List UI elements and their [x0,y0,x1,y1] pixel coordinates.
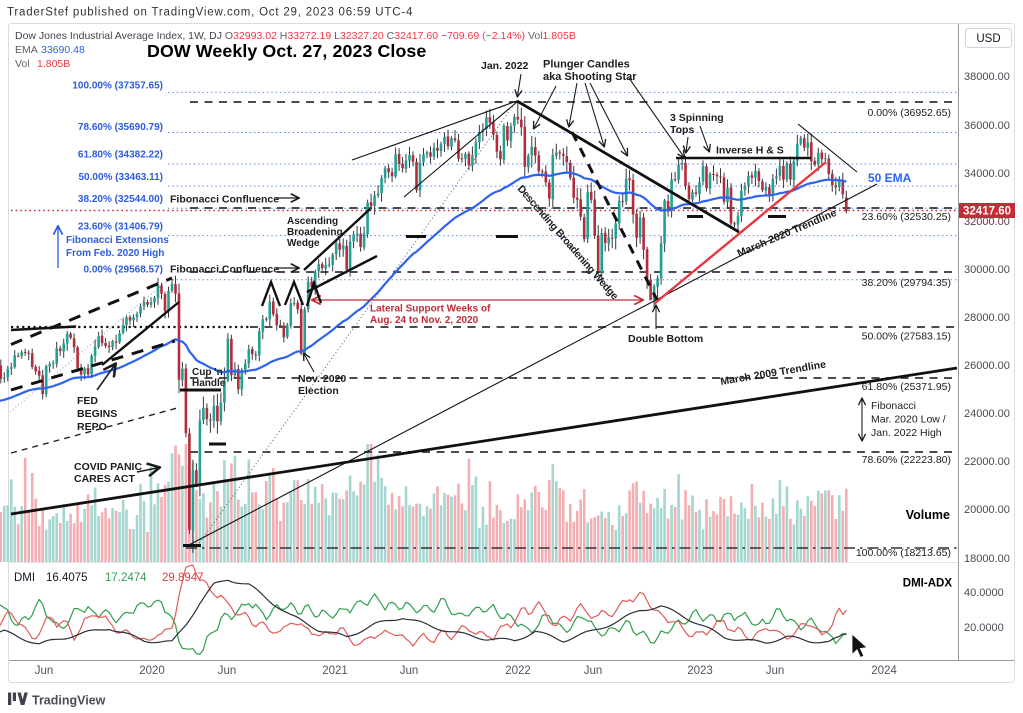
svg-text:Broadening: Broadening [287,227,343,238]
svg-text:Double Bottom: Double Bottom [628,333,703,345]
svg-text:26000.00: 26000.00 [964,360,1010,372]
svg-text:18000.00: 18000.00 [964,553,1010,565]
svg-text:61.80% (25371.95): 61.80% (25371.95) [862,381,951,393]
svg-text:Inverse H & S: Inverse H & S [716,145,784,157]
svg-text:TradingView: TradingView [32,694,106,708]
svg-text:Jun: Jun [584,665,603,677]
svg-text:Jun: Jun [766,665,785,677]
svg-text:2020: 2020 [139,665,165,677]
svg-text:34000.00: 34000.00 [964,168,1010,180]
svg-text:Handle: Handle [192,378,226,389]
svg-text:Lateral Support Weeks of: Lateral Support Weeks of [370,304,491,315]
svg-text:2021: 2021 [322,665,348,677]
svg-text:DOW Weekly Oct. 27, 2023 Close: DOW Weekly Oct. 27, 2023 Close [147,41,426,61]
svg-text:Fibonacci Extensions: Fibonacci Extensions [66,235,169,246]
svg-text:CARES ACT: CARES ACT [74,473,135,485]
svg-text:Volume: Volume [906,508,950,522]
svg-text:32000.00: 32000.00 [964,216,1010,228]
svg-text:78.60% (22223.80): 78.60% (22223.80) [862,454,951,466]
svg-text:USD: USD [976,33,1000,45]
svg-text:From Feb. 2020 High: From Feb. 2020 High [66,248,164,259]
svg-text:2022: 2022 [505,665,531,677]
svg-text:BEGINS: BEGINS [77,408,117,420]
svg-text:EMA 33690.48: EMA 33690.48 [15,44,85,56]
svg-text:Aug. 24 to Nov. 2, 2020: Aug. 24 to Nov. 2, 2020 [370,315,479,326]
svg-text:Jan. 2022: Jan. 2022 [481,60,528,72]
svg-text:Dow Jones Industrial Average I: Dow Jones Industrial Average Index, 1W, … [15,30,576,42]
svg-text:40.0000: 40.0000 [964,587,1004,599]
svg-text:50.00% (27583.15): 50.00% (27583.15) [862,331,951,343]
svg-text:Wedge: Wedge [287,238,320,249]
svg-text:20000.00: 20000.00 [964,504,1010,516]
svg-text:36000.00: 36000.00 [964,120,1010,132]
svg-text:0.00% (36952.65): 0.00% (36952.65) [868,107,951,119]
svg-text:50.00% (33463.11): 50.00% (33463.11) [78,172,163,183]
svg-text:100.00% (18213.65): 100.00% (18213.65) [856,547,951,559]
svg-text:Nov. 2020: Nov. 2020 [298,373,346,385]
svg-text:20.0000: 20.0000 [964,622,1004,634]
svg-text:28000.00: 28000.00 [964,312,1010,324]
svg-text:22000.00: 22000.00 [964,456,1010,468]
svg-text:REPO: REPO [77,421,107,433]
svg-text:23.60% (32530.25): 23.60% (32530.25) [862,211,951,223]
svg-text:23.60% (31406.79): 23.60% (31406.79) [78,222,163,233]
svg-text:3 Spinning: 3 Spinning [670,112,724,124]
svg-text:30000.00: 30000.00 [964,264,1010,276]
svg-text:Jun: Jun [35,665,54,677]
svg-text:38.20% (32544.00): 38.20% (32544.00) [78,194,163,205]
svg-text:78.60% (35690.79): 78.60% (35690.79) [78,122,163,133]
svg-text:32417.60: 32417.60 [963,206,1011,218]
svg-text:Plunger Candles: Plunger Candles [543,59,630,71]
svg-text:38000.00: 38000.00 [964,71,1010,83]
svg-text:24000.00: 24000.00 [964,408,1010,420]
svg-text:29.8947: 29.8947 [162,572,204,584]
svg-text:2024: 2024 [871,665,897,677]
svg-text:Election: Election [298,385,339,397]
svg-text:0.00% (29568.57): 0.00% (29568.57) [83,265,163,276]
svg-text:38.20% (29794.35): 38.20% (29794.35) [862,277,951,289]
svg-text:16.4075: 16.4075 [46,572,88,584]
svg-text:Cup 'n: Cup 'n [192,367,223,378]
svg-text:FED: FED [77,395,98,407]
svg-text:100.00% (37357.65): 100.00% (37357.65) [72,81,163,92]
svg-text:Jan. 2022 High: Jan. 2022 High [871,427,942,439]
svg-text:Fibonacci: Fibonacci [871,400,916,412]
svg-text:TraderStef published on Tradin: TraderStef published on TradingView.com,… [7,7,413,19]
svg-text:Fibonacci Confluence: Fibonacci Confluence [170,264,279,276]
svg-text:Tops: Tops [670,124,694,136]
svg-text:61.80% (34382.22): 61.80% (34382.22) [78,150,163,161]
svg-text:Fibonacci Confluence: Fibonacci Confluence [170,194,279,206]
svg-text:COVID PANIC: COVID PANIC [74,461,142,473]
svg-text:50 EMA: 50 EMA [868,171,912,185]
svg-text:Jun: Jun [218,665,237,677]
svg-text:Jun: Jun [400,665,419,677]
svg-text:17.2474: 17.2474 [105,572,147,584]
svg-text:Vol 1.805B: Vol 1.805B [15,58,70,70]
svg-text:aka Shooting Star: aka Shooting Star [543,71,637,83]
svg-text:DMI: DMI [14,572,35,584]
svg-text:DMI-ADX: DMI-ADX [903,578,953,590]
svg-text:Ascending: Ascending [287,216,338,227]
svg-text:Mar. 2020 Low /: Mar. 2020 Low / [871,414,946,426]
svg-text:2023: 2023 [687,665,713,677]
